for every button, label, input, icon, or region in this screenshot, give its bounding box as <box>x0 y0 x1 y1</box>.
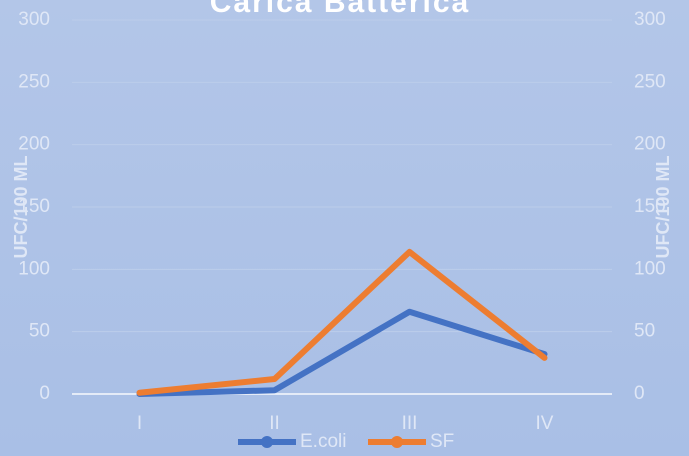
y-tick-label: 150 <box>18 196 50 217</box>
x-tick-label: I <box>137 413 142 434</box>
y2-axis-title: UFC/100 ML <box>653 155 673 258</box>
series-line <box>136 248 548 396</box>
legend-marker <box>261 436 273 448</box>
legend-label: SF <box>430 431 454 452</box>
y-tick-label: 250 <box>18 71 50 92</box>
y-tick-label: 300 <box>18 9 50 30</box>
y-tick-label: 0 <box>39 383 50 404</box>
y2-tick-label: 150 <box>634 196 666 217</box>
y2-tick-label: 300 <box>634 9 666 30</box>
y2-tick-label: 50 <box>634 321 655 342</box>
x-tick-label: III <box>402 413 418 434</box>
y-tick-label: 100 <box>18 258 50 279</box>
y-axis-title: UFC/100 ML <box>11 155 31 258</box>
y2-tick-label: 200 <box>634 134 666 155</box>
x-tick-label: IV <box>536 413 554 434</box>
chart-title: Carica Batterica <box>210 0 470 19</box>
series-line <box>136 308 548 397</box>
y-tick-label: 200 <box>18 134 50 155</box>
legend-label: E.coli <box>300 431 346 452</box>
x-tick-label: II <box>269 413 280 434</box>
y2-tick-label: 100 <box>634 258 666 279</box>
legend-marker <box>391 436 403 448</box>
y2-tick-label: 0 <box>634 383 645 404</box>
y2-tick-label: 250 <box>634 71 666 92</box>
y-tick-label: 50 <box>29 321 50 342</box>
